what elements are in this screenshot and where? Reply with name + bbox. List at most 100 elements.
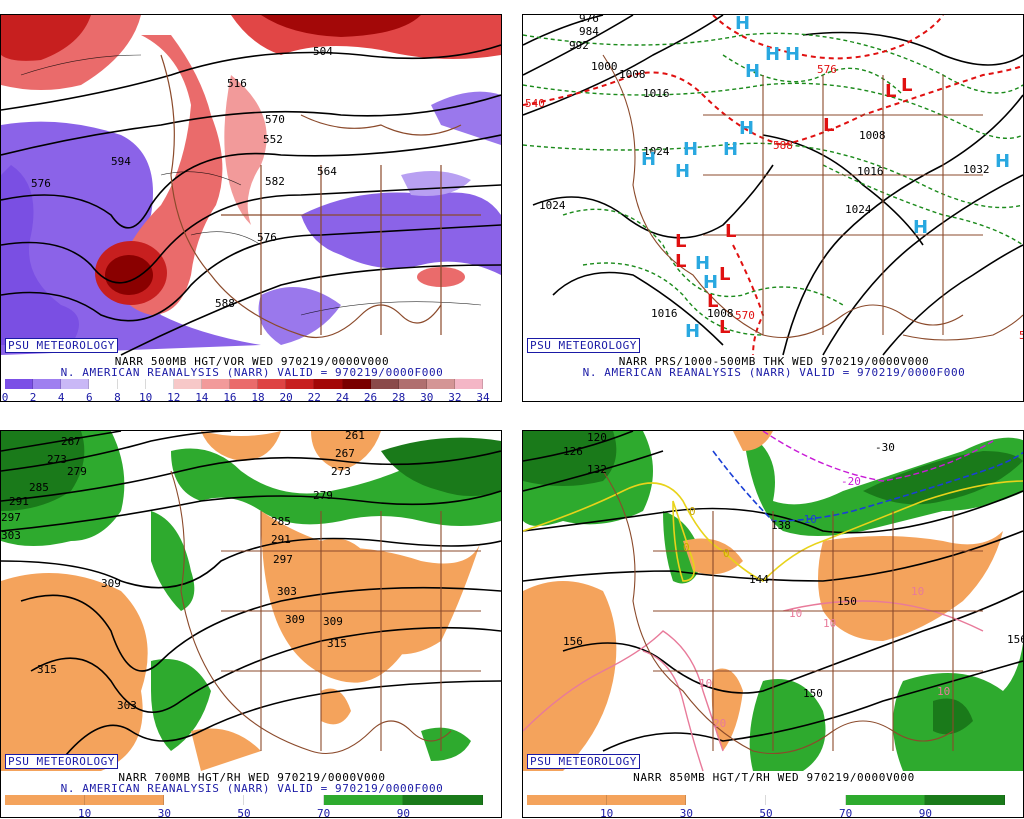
contour-label: 588 — [215, 297, 235, 310]
colorbar-swatch — [314, 379, 343, 389]
rh-moist-fill — [1, 431, 501, 761]
colorbar-tick-label: 30 — [157, 807, 171, 818]
temp-label-0: 0 — [683, 541, 690, 554]
colorbar-swatch — [5, 379, 34, 389]
panel-caption-valid: N. AMERICAN REANALYSIS (NARR) VALID = 97… — [582, 366, 966, 379]
temp-label-0: 0 — [689, 505, 696, 518]
temp-label-10: 10 — [823, 617, 836, 630]
panel-500mb-hgt-vor: 504 516 552 576 594 564 576 582 588 570 … — [0, 14, 502, 402]
contour-label: 285 — [271, 515, 291, 528]
pressure-thickness-map: 976 984 992 1000 1008 1016 1024 1024 101… — [523, 15, 1023, 356]
contour-label: 279 — [67, 465, 87, 478]
panel-caption: NARR PRS/1000-500MB THK WED 970219/0000V… — [618, 355, 930, 368]
colorbar-swatch — [455, 379, 484, 389]
high-pressure-marker: H — [785, 44, 800, 65]
panel-pressure-thickness: 976 984 992 1000 1008 1016 1024 1024 101… — [522, 14, 1024, 402]
colorbar-tick-label: 30 — [420, 391, 434, 402]
colorbar-tick-label: 90 — [396, 807, 410, 818]
panel-caption: NARR 700MB HGT/RH WED 970219/0000V000 — [118, 771, 386, 784]
contour-label: 504 — [313, 45, 333, 58]
colorbar-swatch — [61, 379, 90, 389]
low-pressure-marker: L — [901, 75, 912, 96]
panel-caption-valid: N. AMERICAN REANALYSIS (NARR) VALID = 97… — [60, 782, 444, 795]
temp-label-minus10: -10 — [797, 513, 817, 526]
colorbar-tick-label: 70 — [839, 807, 853, 818]
colorbar-tick-label: 18 — [251, 391, 265, 402]
low-pressure-marker: L — [725, 221, 736, 242]
colorbar-tick-label: 12 — [167, 391, 181, 402]
contour-label: 1024 — [845, 203, 872, 216]
coastlines — [160, 54, 481, 339]
contour-label: 1032 — [963, 163, 990, 176]
panel-700mb-hgt-rh: 267 273 279 285 291 297 303 309 315 309 … — [0, 430, 502, 818]
temp-label-minus30: -30 — [875, 441, 895, 454]
contour-label: 273 — [47, 453, 67, 466]
low-pressure-marker: L — [707, 291, 718, 312]
rh-colorbar — [527, 795, 1006, 805]
colorbar-tick-label: 22 — [307, 391, 321, 402]
contour-label: 297 — [273, 553, 293, 566]
temp-label-20: 20 — [713, 717, 726, 730]
high-pressure-marker: H — [695, 253, 710, 274]
contour-label: 552 — [263, 133, 283, 146]
high-pressure-marker: H — [913, 217, 928, 238]
low-pressure-marker: L — [675, 231, 686, 252]
contour-label: 992 — [569, 39, 589, 52]
contour-label: 126 — [563, 445, 583, 458]
temp-label-10: 10 — [699, 677, 712, 690]
contour-label: 309 — [101, 577, 121, 590]
psu-meteorology-badge: PSU METEOROLOGY — [5, 338, 118, 353]
rh-dry-fill — [1, 431, 481, 771]
high-pressure-marker: H — [739, 118, 754, 139]
contour-label: 156 — [1007, 633, 1024, 646]
contour-label: 582 — [265, 175, 285, 188]
colorbar-tick-label: 50 — [759, 807, 773, 818]
contour-label: 570 — [265, 113, 285, 126]
contour-label: 1008 — [859, 129, 886, 142]
temp-label-10: 10 — [789, 607, 802, 620]
colorbar-tick-label: 20 — [279, 391, 293, 402]
colorbar-swatch — [201, 379, 230, 389]
high-pressure-marker: H — [723, 139, 738, 160]
rh-dry-fill — [523, 431, 1003, 771]
temp-10c-line — [523, 600, 984, 772]
contour-label: 1016 — [857, 165, 884, 178]
colorbar-tick-label: 10 — [138, 391, 153, 402]
colorbar-swatch — [286, 379, 315, 389]
low-pressure-marker: L — [823, 115, 834, 136]
colorbar-swatch — [117, 379, 146, 389]
temp-0c-line — [523, 480, 1023, 582]
contour-label: 1016 — [643, 87, 670, 100]
colorbar-tick-label: 16 — [223, 391, 237, 402]
colorbar-tick-label: 4 — [57, 391, 65, 402]
colorbar-tick-label: 2 — [29, 391, 37, 402]
rh-moist-fill — [523, 431, 1023, 771]
contour-label: 138 — [771, 519, 791, 532]
low-pressure-marker: L — [719, 317, 730, 338]
contour-label: 150 — [837, 595, 857, 608]
contour-label: 309 — [323, 615, 343, 628]
colorbar-tick-label: 6 — [86, 391, 93, 402]
colorbar-swatch — [398, 379, 427, 389]
low-pressure-marker: L — [885, 81, 896, 102]
colorbar-tick-label: 28 — [392, 391, 406, 402]
coastlines — [602, 470, 983, 754]
vorticity-colorbar — [5, 379, 484, 389]
contour-label: 285 — [29, 481, 49, 494]
contour-label: 576 — [31, 177, 51, 190]
colorbar-tick-label: 34 — [476, 391, 490, 402]
vorticity-map: 504 516 552 576 594 564 576 582 588 570 — [1, 15, 501, 356]
coastlines — [602, 54, 1023, 341]
contour-label: 261 — [345, 431, 365, 442]
t-rh-850mb-map: 120 126 132 138 144 150 156 156 150 10 1… — [523, 431, 1024, 772]
rh-colorbar — [5, 795, 484, 805]
contour-label: 984 — [579, 25, 599, 38]
contour-label: 594 — [111, 155, 131, 168]
rh-colorbar-ticks: 10 30 50 70 90 — [5, 807, 483, 818]
contour-label: 273 — [331, 465, 351, 478]
contour-label: 291 — [9, 495, 29, 508]
contour-label: 150 — [803, 687, 823, 700]
contour-label: 291 — [271, 533, 291, 546]
contour-label: 120 — [587, 431, 607, 444]
contour-label: 279 — [313, 489, 333, 502]
